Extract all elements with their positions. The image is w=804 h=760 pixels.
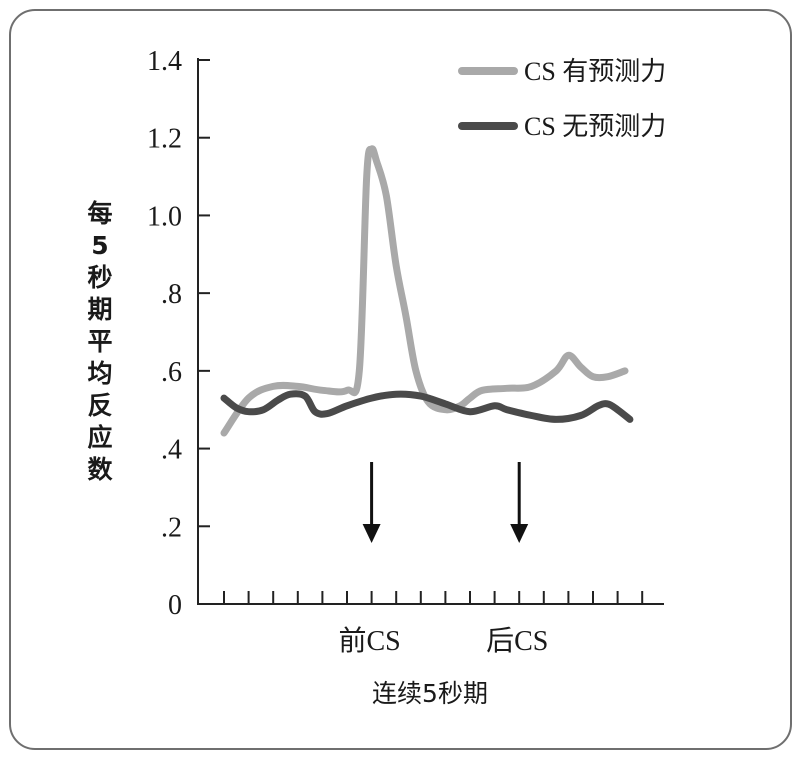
arrow-down-icon [510, 524, 529, 543]
y-tick-label: 0 [168, 590, 182, 621]
y-axis-label-char: 5 [91, 231, 108, 260]
y-axis-label-char: 每 [87, 199, 112, 228]
chart-frame [9, 9, 792, 750]
y-axis-label-char: 秒 [87, 263, 112, 292]
x-annotations: 前CS 后CS [338, 462, 548, 657]
y-tick-label: .8 [161, 279, 182, 310]
y-axis-label-char: 均 [87, 359, 112, 388]
series-line-0 [220, 145, 629, 437]
x-annotation-label: 前CS [338, 625, 400, 657]
y-tick-label: .6 [161, 357, 182, 388]
y-ticks: 0 .2 .4 .6 .8 1.0 1.2 1.4 [147, 46, 210, 621]
y-axis-label-char: 反 [87, 391, 112, 420]
legend-label: CS 有预测力 [524, 57, 666, 86]
y-axis-label-char: 应 [87, 423, 112, 452]
arrow-down-icon [362, 524, 381, 543]
y-tick-label: 1.2 [147, 124, 182, 155]
x-ticks [223, 591, 644, 604]
x-axis-label: 连续5秒期 [372, 679, 488, 708]
y-tick-label: .4 [161, 435, 182, 466]
x-annotation-label: 后CS [486, 625, 548, 657]
y-axis-label-char: 数 [87, 455, 113, 484]
series-line-1 [220, 390, 634, 423]
y-tick-label: .2 [161, 512, 182, 543]
legend-label: CS 无预测力 [524, 112, 666, 141]
legend: CS 有预测力 CS 无预测力 [458, 57, 666, 141]
y-axis-label-char: 期 [87, 295, 112, 324]
y-axis-label-char: 平 [87, 327, 112, 356]
series-lines [220, 145, 634, 437]
axes [197, 58, 664, 605]
y-tick-label: 1.4 [147, 46, 182, 77]
y-tick-label: 1.0 [147, 201, 182, 232]
